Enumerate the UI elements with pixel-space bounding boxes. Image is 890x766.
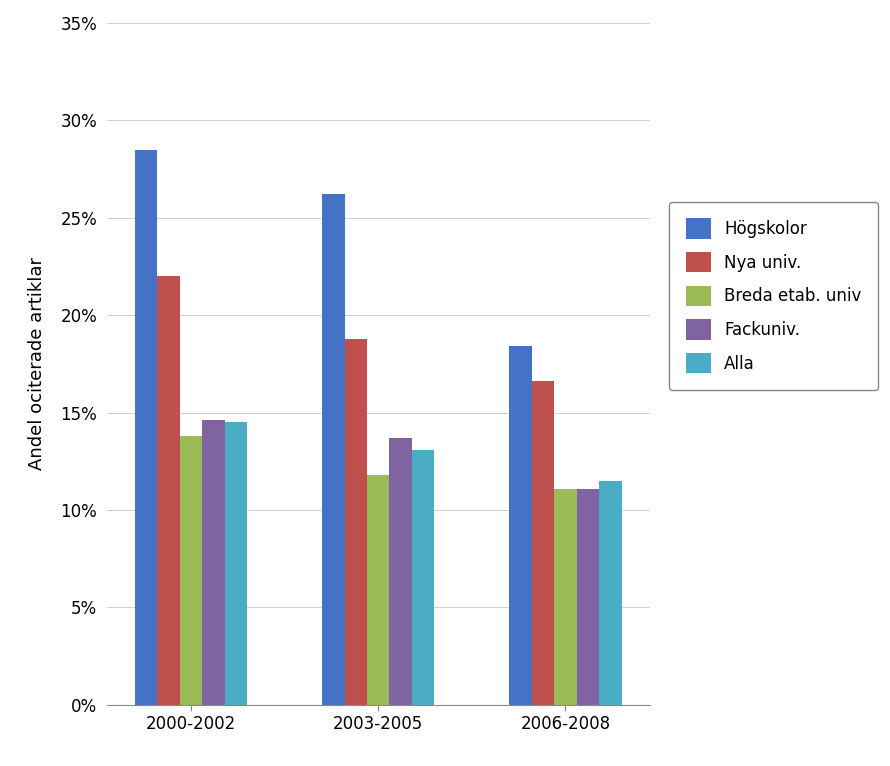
Bar <box>412 450 434 705</box>
Bar <box>180 436 202 705</box>
Bar <box>322 195 344 705</box>
Bar <box>577 489 599 705</box>
Bar <box>344 339 367 705</box>
Legend: Högskolor, Nya univ., Breda etab. univ, Fackuniv., Alla: Högskolor, Nya univ., Breda etab. univ, … <box>669 201 878 390</box>
Bar <box>202 421 225 705</box>
Bar <box>599 481 621 705</box>
Bar <box>390 438 412 705</box>
Bar <box>135 149 158 705</box>
Bar <box>509 346 531 705</box>
Bar <box>158 277 180 705</box>
Bar <box>225 422 247 705</box>
Bar <box>554 489 577 705</box>
Bar <box>367 475 390 705</box>
Y-axis label: Andel ociterade artiklar: Andel ociterade artiklar <box>28 257 46 470</box>
Bar <box>531 381 554 705</box>
